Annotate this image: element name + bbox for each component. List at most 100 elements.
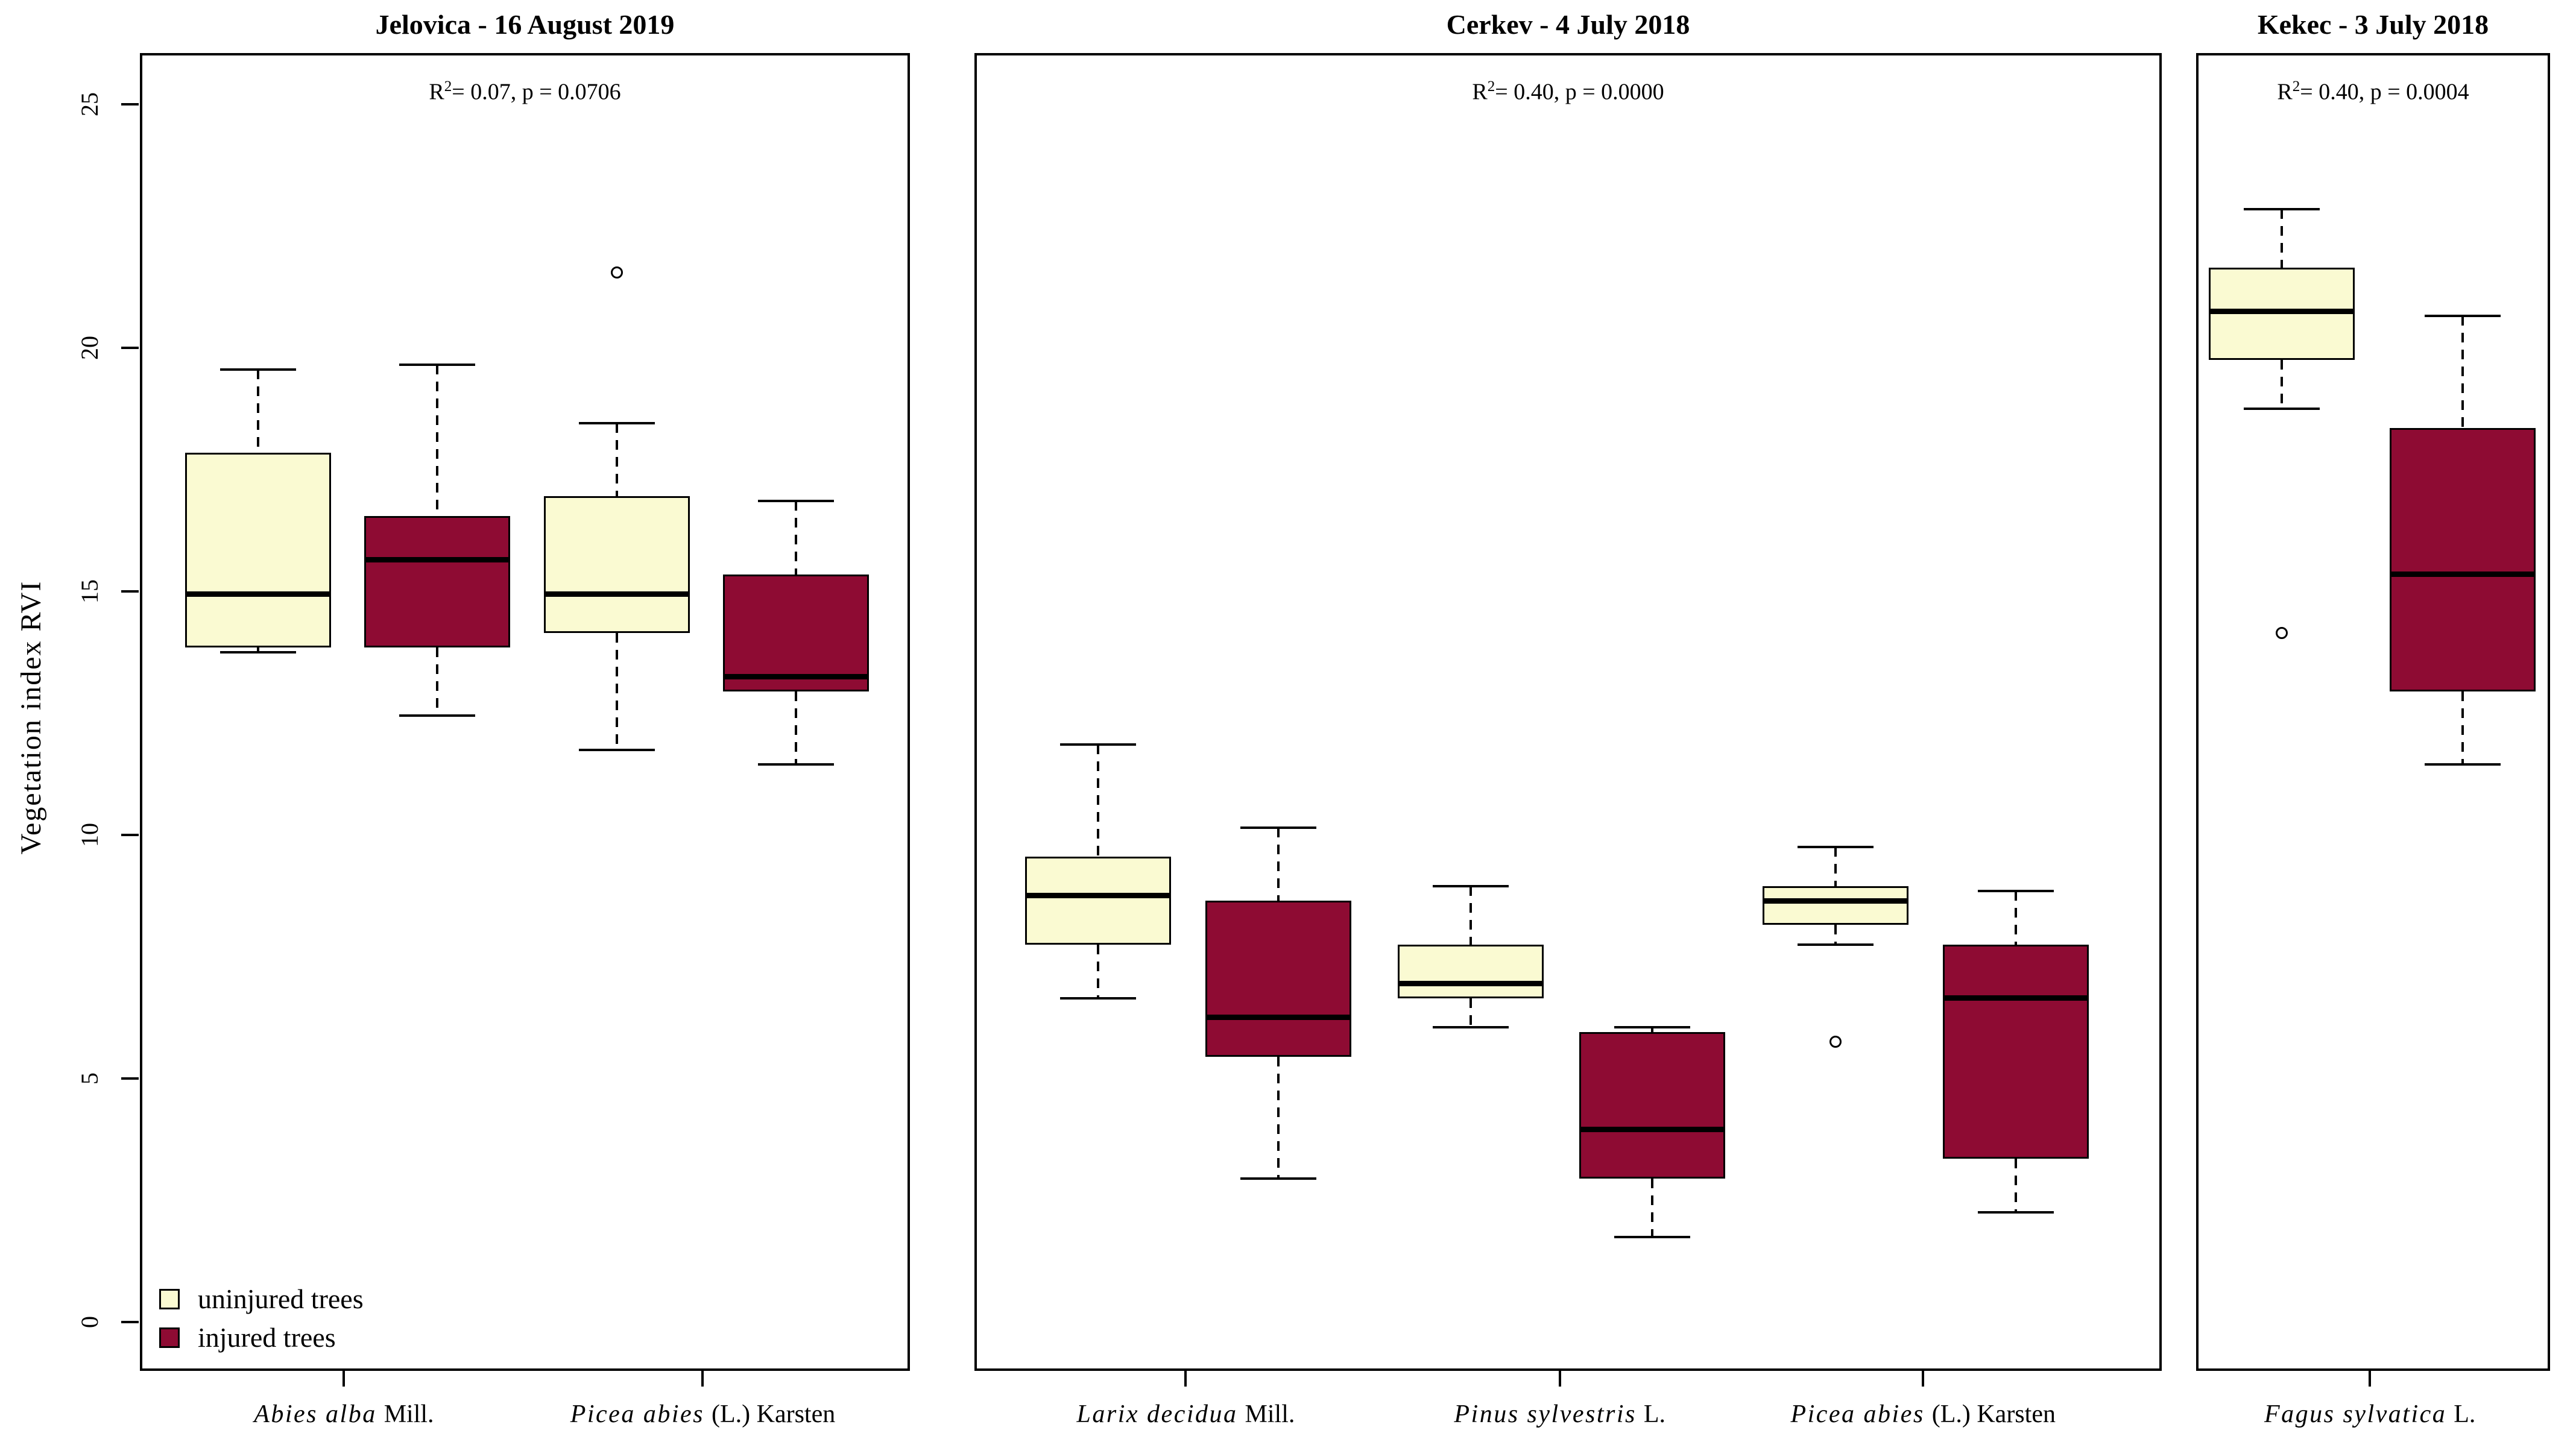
r-squared-annotation: R2= 0.40, p = 0.0004 [2199, 78, 2548, 105]
legend-item-injured: injured trees [159, 1324, 364, 1352]
upper-whisker-cap [2243, 207, 2320, 210]
upper-whisker [1277, 827, 1280, 901]
r-squared-superscript: 2 [2292, 78, 2300, 95]
species-authority: Mill. [1245, 1400, 1295, 1428]
species-name-italic: Pinus sylvestris [1454, 1400, 1637, 1428]
species-authority: L. [2454, 1400, 2476, 1428]
lower-whisker [1096, 944, 1099, 998]
y-axis-tick-label: 20 [76, 336, 103, 360]
lower-whisker [436, 647, 439, 716]
upper-whisker-cap [1433, 884, 1509, 887]
y-axis-title: Vegetation index RVI [15, 580, 47, 855]
lower-whisker-cap [1059, 997, 1136, 1000]
lower-whisker-cap [2424, 763, 2501, 766]
panel-2: R2= 0.40, p = 0.0000 [974, 53, 2162, 1371]
legend-label: uninjured trees [198, 1283, 364, 1314]
lower-whisker-cap [578, 748, 655, 751]
panel-title: Cerkev - 4 July 2018 [1446, 9, 1690, 40]
x-axis-tick-mark [1558, 1371, 1561, 1387]
y-axis-tick-label: 10 [76, 823, 103, 847]
r-squared-values: = 0.40, p = 0.0000 [1495, 79, 1664, 105]
boxplot-box-injured [364, 515, 511, 647]
upper-whisker-cap [399, 364, 476, 367]
lower-whisker-cap [399, 714, 476, 717]
boxplot-box-uninjured [1024, 857, 1171, 945]
legend-swatch-injured [159, 1327, 180, 1348]
legend-item-uninjured: uninjured trees [159, 1285, 364, 1313]
species-authority: (L.) Karsten [1931, 1400, 2056, 1428]
r-squared-annotation: R2= 0.40, p = 0.0000 [977, 78, 2159, 105]
y-axis-tick-mark [121, 1321, 139, 1323]
upper-whisker-cap [1977, 889, 2054, 892]
r-squared-base: R [1472, 79, 1488, 105]
lower-whisker [2461, 691, 2464, 764]
upper-whisker [1651, 1027, 1654, 1033]
median-line [723, 673, 870, 679]
lower-whisker [256, 647, 259, 652]
lower-whisker-cap [1977, 1211, 2054, 1214]
r-squared-base: R [429, 79, 444, 105]
r-squared-superscript: 2 [444, 78, 452, 95]
boxplot-box-injured [1942, 944, 2089, 1159]
upper-whisker [1470, 886, 1473, 945]
upper-whisker [436, 365, 439, 516]
upper-whisker-cap [1059, 743, 1136, 746]
species-name-italic: Abies alba [254, 1400, 377, 1428]
boxplot-box-uninjured [1398, 944, 1544, 998]
median-line [1024, 893, 1171, 899]
lower-whisker [2280, 360, 2283, 409]
panel-title: Jelovica - 16 August 2019 [375, 9, 675, 40]
lower-whisker-cap [2243, 407, 2320, 410]
boxplot-box-injured [723, 574, 870, 691]
lower-whisker-cap [1797, 943, 1874, 946]
upper-whisker [615, 423, 618, 497]
species-authority: (L.) Karsten [711, 1400, 836, 1428]
median-line [2208, 308, 2355, 314]
x-axis-tick-mark [343, 1371, 346, 1387]
species-label: Pinus sylvestris L. [1289, 1400, 1831, 1429]
species-label: Abies alba Mill. [72, 1400, 615, 1429]
median-line [543, 591, 690, 597]
boxplot-box-injured [1579, 1032, 1726, 1179]
boxplot-box-injured [1205, 901, 1352, 1057]
median-line [1579, 1127, 1726, 1133]
upper-whisker [256, 370, 259, 453]
y-axis-tick-mark [121, 103, 139, 105]
species-name-italic: Picea abies [1790, 1400, 1925, 1428]
median-line [1762, 898, 1908, 904]
r-squared-annotation: R2= 0.07, p = 0.0706 [142, 78, 908, 105]
r-squared-values: = 0.40, p = 0.0004 [2300, 79, 2469, 105]
x-axis-tick-mark [2369, 1371, 2372, 1387]
boxplot-box-uninjured [185, 452, 331, 647]
boxplot-box-injured [2389, 428, 2536, 691]
legend-label: injured trees [198, 1322, 336, 1353]
species-label: Picea abies (L.) Karsten [1652, 1400, 2194, 1429]
boxplot-box-uninjured [1762, 886, 1908, 925]
lower-whisker [1277, 1056, 1280, 1179]
y-axis-tick-mark [121, 1077, 139, 1080]
upper-whisker-cap [219, 368, 296, 371]
x-axis-tick-mark [1922, 1371, 1925, 1387]
median-line [2389, 572, 2536, 578]
outlier-point [1829, 1036, 1842, 1048]
upper-whisker [2461, 316, 2464, 429]
lower-whisker-cap [219, 650, 296, 653]
y-axis-tick-label: 0 [76, 1316, 103, 1328]
species-name-italic: Larix decidua [1076, 1400, 1238, 1428]
lower-whisker-cap [758, 763, 835, 766]
lower-whisker-cap [1433, 1026, 1509, 1029]
lower-whisker-cap [1614, 1235, 1691, 1238]
panel-1: R2= 0.07, p = 0.0706 uninjured trees injur… [140, 53, 910, 1371]
upper-whisker-cap [2424, 315, 2501, 318]
lower-whisker [1470, 998, 1473, 1028]
legend-swatch-uninjured [159, 1289, 180, 1309]
species-name-italic: Fagus sylvatica [2264, 1400, 2447, 1428]
y-axis-tick-mark [121, 834, 139, 836]
upper-whisker-cap [1797, 846, 1874, 849]
lower-whisker-cap [1240, 1177, 1317, 1180]
outlier-point [610, 266, 623, 279]
panel-title: Kekec - 3 July 2018 [2257, 9, 2489, 40]
y-axis-tick-label: 15 [76, 579, 103, 603]
upper-whisker-cap [1614, 1026, 1691, 1029]
